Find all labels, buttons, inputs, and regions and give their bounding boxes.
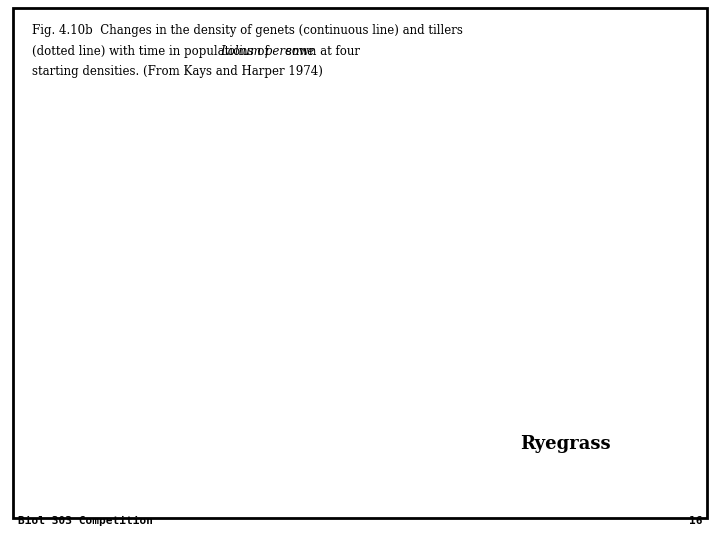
Ellipse shape: [509, 191, 536, 383]
Ellipse shape: [549, 198, 587, 382]
Ellipse shape: [595, 201, 613, 374]
Ellipse shape: [457, 199, 511, 376]
Ellipse shape: [608, 212, 642, 377]
Ellipse shape: [539, 205, 552, 384]
Ellipse shape: [526, 183, 532, 227]
Ellipse shape: [575, 205, 598, 364]
Text: sown at four: sown at four: [282, 45, 361, 58]
Y-axis label: Genet and tiller numbers m⁻²: Genet and tiller numbers m⁻²: [25, 259, 35, 424]
Text: 16: 16: [688, 516, 702, 526]
Ellipse shape: [490, 181, 509, 379]
Ellipse shape: [497, 370, 517, 417]
FancyBboxPatch shape: [13, 8, 707, 518]
Text: Lolium perenne: Lolium perenne: [220, 45, 314, 58]
Text: starting densities. (From Kays and Harper 1974): starting densities. (From Kays and Harpe…: [32, 65, 323, 78]
Text: Ryegrass: Ryegrass: [520, 435, 611, 453]
Ellipse shape: [652, 211, 670, 359]
X-axis label: Days: Days: [240, 507, 268, 516]
Ellipse shape: [544, 377, 559, 421]
Ellipse shape: [647, 178, 652, 228]
Ellipse shape: [493, 171, 498, 220]
Text: Biol 303 Competition: Biol 303 Competition: [18, 516, 153, 526]
Ellipse shape: [565, 173, 570, 228]
Ellipse shape: [590, 369, 606, 418]
Ellipse shape: [638, 200, 652, 379]
Ellipse shape: [606, 185, 611, 230]
Text: (dotted line) with time in populations of: (dotted line) with time in populations o…: [32, 45, 273, 58]
Text: Fig. 4.10b  Changes in the density of genets (continuous line) and tillers: Fig. 4.10b Changes in the density of gen…: [32, 24, 463, 37]
